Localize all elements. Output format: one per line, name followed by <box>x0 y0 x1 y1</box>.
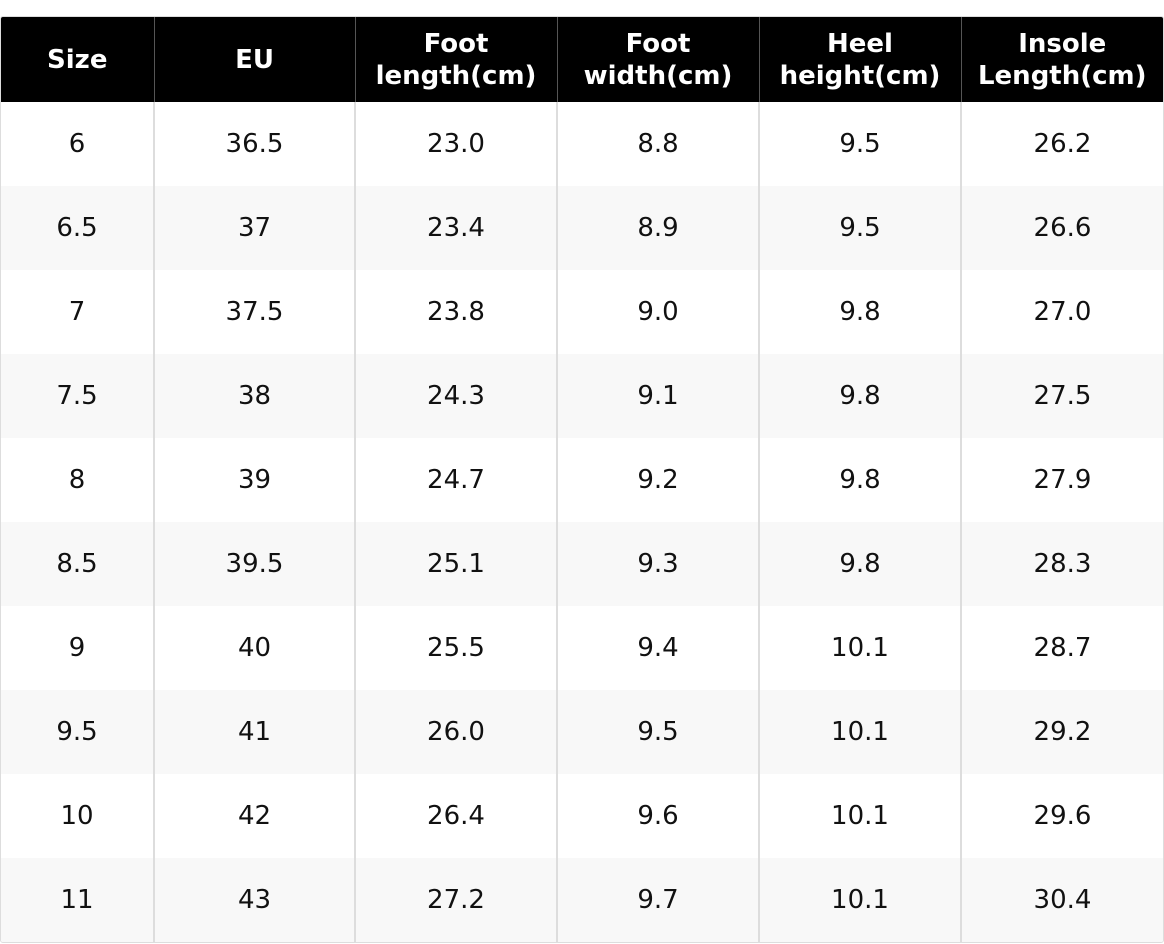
header-cell: Insole Length(cm) <box>961 17 1163 102</box>
table-cell: 9.1 <box>557 354 760 438</box>
table-cell: 25.1 <box>355 522 558 606</box>
table-cell: 29.6 <box>1033 801 1092 831</box>
table-cell: 9.7 <box>557 858 760 942</box>
table-cell: 39 <box>154 438 356 522</box>
table-cell: 27.9 <box>1033 465 1092 495</box>
header-cell: Foot width(cm) <box>557 17 760 102</box>
table-cell: 9.5 <box>759 186 962 270</box>
table-cell: 37.5 <box>154 270 356 354</box>
table-cell: 10.1 <box>759 858 962 942</box>
size-chart: Size EU Foot length(cm) Foot width(cm) Heel … <box>0 16 1164 943</box>
table-cell: 25.5 <box>355 606 558 690</box>
table-cell: 26.0 <box>355 690 558 774</box>
table-cell: 9.8 <box>759 438 962 522</box>
table-cell: 40 <box>154 606 356 690</box>
table-cell: 9.5 <box>557 690 760 774</box>
table-cell: 10 <box>1 774 155 858</box>
table-cell: 42 <box>154 774 356 858</box>
table-row: 6 36.5 23.0 8.8 9.5 26.2 <box>1 102 1163 186</box>
table-row: 6.5 37 23.4 8.9 9.5 26.6 <box>1 186 1163 270</box>
table-cell: 6 <box>1 102 155 186</box>
table-row: 7.5 38 24.3 9.1 9.8 27.5 <box>1 354 1163 438</box>
size-table: Size EU Foot length(cm) Foot width(cm) Heel … <box>1 17 1163 942</box>
table-cell: 8.9 <box>557 186 760 270</box>
table-cell: 10.1 <box>759 690 962 774</box>
table-cell: 9.6 <box>557 774 760 858</box>
table-row: 9 40 25.5 9.4 10.1 28.7 <box>1 606 1163 690</box>
table-cell: 26.2 <box>1033 129 1092 159</box>
table-row: 8 39 24.7 9.2 9.8 27.9 <box>1 438 1163 522</box>
table-cell: 7.5 <box>1 354 155 438</box>
table-cell: 11 <box>1 858 155 942</box>
table-cell: 9.8 <box>759 522 962 606</box>
table-cell: 9 <box>1 606 155 690</box>
table-cell: 6.5 <box>1 186 155 270</box>
table-row: 11 43 27.2 9.7 10.1 30.4 <box>1 858 1163 942</box>
header-row: Size EU Foot length(cm) Foot width(cm) Heel … <box>1 17 1163 102</box>
table-cell: 24.3 <box>355 354 558 438</box>
table-cell: 8.5 <box>1 522 155 606</box>
table-cell: 10.1 <box>759 606 962 690</box>
table-cell: 41 <box>154 690 356 774</box>
table-cell: 9.0 <box>557 270 760 354</box>
table-cell: 43 <box>154 858 356 942</box>
table-cell: 38 <box>154 354 356 438</box>
table-cell: 9.2 <box>557 438 760 522</box>
table-row: 10 42 26.4 9.6 10.1 29.6 <box>1 774 1163 858</box>
table-cell: 9.8 <box>759 354 962 438</box>
header-cell: EU <box>154 17 356 102</box>
table-cell: 7 <box>1 270 155 354</box>
table-body: 6 36.5 23.0 8.8 9.5 26.2 6.5 37 23.4 8.9 9.5 26.6 7 3… <box>1 102 1163 942</box>
table-cell: 9.8 <box>759 270 962 354</box>
header-cell: Size <box>1 17 155 102</box>
table-cell: 23.4 <box>355 186 558 270</box>
table-cell: 37 <box>154 186 356 270</box>
table-cell: 27.2 <box>355 858 558 942</box>
table-cell: 24.7 <box>355 438 558 522</box>
table-cell: 9.5 <box>1 690 155 774</box>
table-cell: 28.3 <box>961 522 1163 606</box>
table-cell: 29.2 <box>961 690 1163 774</box>
table-cell: 8 <box>1 438 155 522</box>
table-cell: 26.6 <box>961 186 1163 270</box>
table-cell: 27.0 <box>1033 297 1092 327</box>
table-cell: 9.3 <box>557 522 760 606</box>
table-row: 7 37.5 23.8 9.0 9.8 27.0 <box>1 270 1163 354</box>
table-cell: 27.5 <box>961 354 1163 438</box>
table-cell: 9.5 <box>759 102 962 186</box>
table-cell: 9.4 <box>557 606 760 690</box>
table-cell: 23.0 <box>355 102 558 186</box>
table-cell: 36.5 <box>154 102 356 186</box>
table-cell: 30.4 <box>961 858 1163 942</box>
table-cell: 23.8 <box>355 270 558 354</box>
table-cell: 39.5 <box>154 522 356 606</box>
header-cell: Foot length(cm) <box>355 17 558 102</box>
table-row: 9.5 41 26.0 9.5 10.1 29.2 <box>1 690 1163 774</box>
table-cell: 28.7 <box>1033 633 1092 663</box>
table-cell: 8.8 <box>557 102 760 186</box>
table-cell: 10.1 <box>759 774 962 858</box>
table-row: 8.5 39.5 25.1 9.3 9.8 28.3 <box>1 522 1163 606</box>
header-cell: Heel height(cm) <box>759 17 962 102</box>
table-cell: 26.4 <box>355 774 558 858</box>
